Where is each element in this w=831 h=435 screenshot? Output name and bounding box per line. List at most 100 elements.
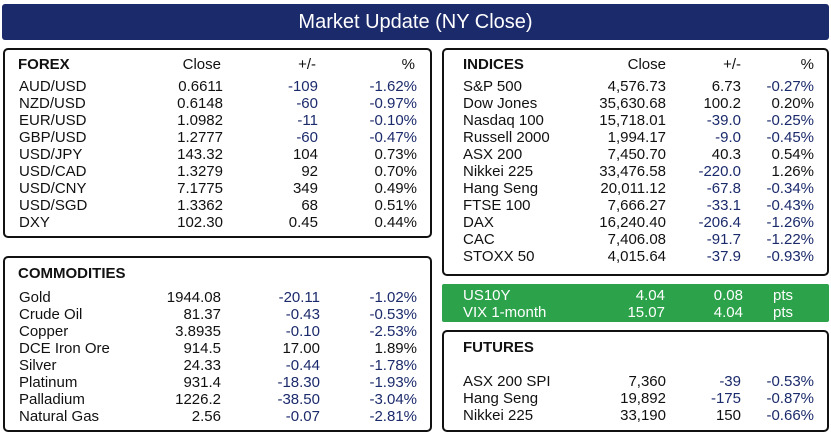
- forex-change: -109: [287, 78, 318, 95]
- rates-close: 4.04: [635, 287, 665, 304]
- indices-pct: -1.26%: [766, 214, 814, 231]
- futures-title: FUTURES: [463, 339, 534, 356]
- futures-row: ASX 200 SPI 7,360 -39 -0.53%: [444, 373, 827, 390]
- forex-row: NZD/USD 0.6148 -60 -0.97%: [5, 95, 430, 112]
- indices-close: 7,666.27: [607, 197, 666, 214]
- commodities-row: Natural Gas 2.56 -0.07 -2.81%: [5, 408, 430, 425]
- futures-pct: -0.87%: [766, 390, 814, 407]
- indices-close: 16,240.40: [599, 214, 666, 231]
- indices-change: -91.7: [706, 231, 741, 248]
- commodities-panel: COMMODITIES Gold 1944.08 -20.11 -1.02% Crude…: [3, 256, 432, 432]
- forex-change: -60: [296, 95, 318, 112]
- forex-close: 0.6148: [177, 95, 223, 112]
- forex-name: AUD/USD: [19, 78, 87, 95]
- indices-row: DAX 16,240.40 -206.4 -1.26%: [444, 214, 827, 231]
- indices-pct: -0.45%: [766, 129, 814, 146]
- commodities-row: Gold 1944.08 -20.11 -1.02%: [5, 289, 430, 306]
- futures-close: 7,360: [628, 373, 666, 390]
- indices-row: Hang Seng 20,011.12 -67.8 -0.34%: [444, 180, 827, 197]
- indices-change: -33.1: [706, 197, 741, 214]
- commodities-close: 24.33: [183, 357, 221, 374]
- indices-name: Hang Seng: [463, 180, 539, 197]
- forex-row: EUR/USD 1.0982 -11 -0.10%: [5, 112, 430, 129]
- indices-close: 7,450.70: [607, 146, 666, 163]
- rates-row: US10Y 4.04 0.08 pts: [442, 287, 829, 304]
- commodities-change: -18.30: [277, 374, 320, 391]
- futures-panel: FUTURES ASX 200 SPI 7,360 -39 -0.53% Hang Se…: [442, 330, 829, 432]
- commodities-pct: -0.53%: [369, 306, 417, 323]
- commodities-name: Natural Gas: [19, 408, 100, 425]
- rates-name: VIX 1-month: [463, 304, 547, 321]
- forex-change: 104: [292, 146, 318, 163]
- commodities-row: Palladium 1226.2 -38.50 -3.04%: [5, 391, 430, 408]
- indices-pct: -0.25%: [766, 112, 814, 129]
- commodities-name: Copper: [19, 323, 69, 340]
- forex-pct: 0.51%: [374, 197, 417, 214]
- rates-name: US10Y: [463, 287, 511, 304]
- forex-pct: -0.97%: [369, 95, 417, 112]
- futures-name: ASX 200 SPI: [463, 373, 551, 390]
- forex-pct: -0.10%: [369, 112, 417, 129]
- forex-change: -11: [297, 112, 318, 129]
- rates-rows: US10Y 4.04 0.08 pts VIX 1-month 15.07 4.04 pts: [442, 287, 829, 321]
- rates-unit: pts: [773, 287, 794, 304]
- indices-close: 15,718.01: [599, 112, 666, 129]
- futures-row: Hang Seng 19,892 -175 -0.87%: [444, 390, 827, 407]
- indices-pct: -0.43%: [766, 197, 814, 214]
- forex-name: DXY: [19, 214, 50, 231]
- commodities-pct: -3.04%: [369, 391, 417, 408]
- indices-change: -67.8: [706, 180, 741, 197]
- commodities-name: Silver: [19, 357, 57, 374]
- forex-pct: 0.44%: [374, 214, 417, 231]
- futures-close: 33,190: [620, 407, 666, 424]
- commodities-row: Crude Oil 81.37 -0.43 -0.53%: [5, 306, 430, 323]
- indices-row: STOXX 50 4,015.64 -37.9 -0.93%: [444, 248, 827, 265]
- forex-header-close: Close: [182, 56, 221, 73]
- commodities-change: -20.11: [278, 289, 320, 306]
- indices-row: Russell 2000 1,994.17 -9.0 -0.45%: [444, 129, 827, 146]
- commodities-close: 2.56: [191, 408, 221, 425]
- forex-row: GBP/USD 1.2777 -60 -0.47%: [5, 129, 430, 146]
- indices-header-pct: %: [800, 56, 814, 73]
- indices-change: -9.0: [715, 129, 741, 146]
- indices-change: -37.9: [706, 248, 741, 265]
- forex-change: 68: [301, 197, 318, 214]
- commodities-pct: -1.78%: [369, 357, 417, 374]
- forex-pct: 0.73%: [374, 146, 417, 163]
- indices-change: -220.0: [698, 163, 741, 180]
- forex-change: 0.45: [288, 214, 318, 231]
- commodities-change: -0.43: [285, 306, 320, 323]
- commodities-row: Platinum 931.4 -18.30 -1.93%: [5, 374, 430, 391]
- forex-name: NZD/USD: [19, 95, 86, 112]
- forex-change: -60: [296, 129, 318, 146]
- indices-pct: 0.54%: [771, 146, 814, 163]
- commodities-close: 81.37: [183, 306, 221, 323]
- indices-close: 35,630.68: [599, 95, 666, 112]
- forex-name: USD/CNY: [19, 180, 87, 197]
- commodities-change: -0.44: [285, 357, 320, 374]
- indices-name: Nikkei 225: [463, 163, 534, 180]
- commodities-change: -38.50: [277, 391, 320, 408]
- indices-change: 100.2: [703, 95, 741, 112]
- indices-pct: -0.34%: [766, 180, 814, 197]
- page-title: Market Update (NY Close): [2, 4, 829, 40]
- forex-pct: -0.47%: [369, 129, 417, 146]
- commodities-row: DCE Iron Ore 914.5 17.00 1.89%: [5, 340, 430, 357]
- forex-close: 0.6611: [178, 78, 223, 95]
- commodities-close: 1226.2: [175, 391, 221, 408]
- commodities-rows: Gold 1944.08 -20.11 -1.02% Crude Oil 81.37 -0.…: [5, 289, 430, 425]
- indices-name: Nasdaq 100: [463, 112, 544, 129]
- commodities-pct: -1.93%: [369, 374, 417, 391]
- indices-name: DAX: [463, 214, 494, 231]
- indices-name: ASX 200: [463, 146, 523, 163]
- commodities-pct: -1.02%: [369, 289, 417, 306]
- indices-row: Dow Jones 35,630.68 100.2 0.20%: [444, 95, 827, 112]
- commodities-name: DCE Iron Ore: [19, 340, 110, 357]
- forex-name: EUR/USD: [19, 112, 87, 129]
- forex-change: 349: [292, 180, 318, 197]
- futures-pct: -0.66%: [766, 407, 814, 424]
- forex-rows: AUD/USD 0.6611 -109 -1.62% NZD/USD 0.6148 -60-…: [5, 78, 430, 231]
- futures-change: -39: [719, 373, 741, 390]
- indices-row: S&P 500 4,576.73 6.73 -0.27%: [444, 78, 827, 95]
- futures-close: 19,892: [620, 390, 666, 407]
